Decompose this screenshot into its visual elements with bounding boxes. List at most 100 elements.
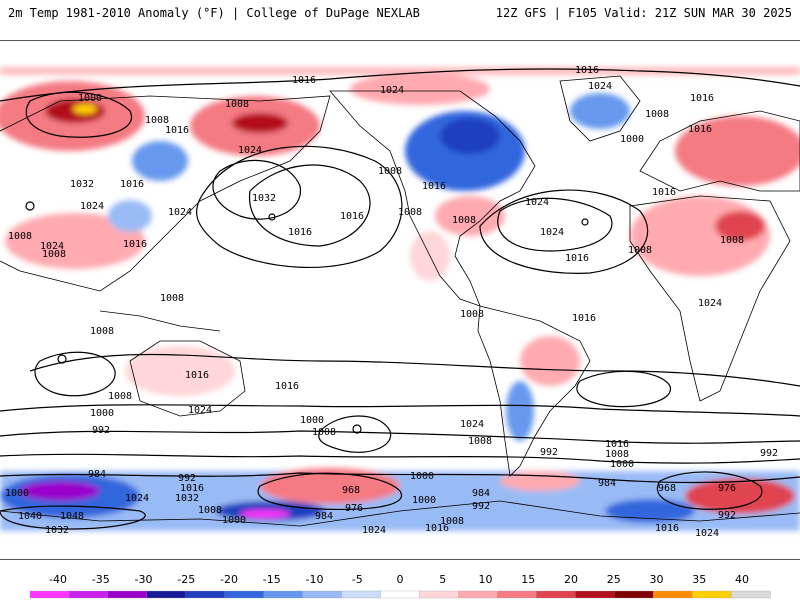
isobar-label: 1024 bbox=[698, 298, 722, 309]
isobar-label: 1008 bbox=[312, 427, 336, 438]
isobar-label: 968 bbox=[342, 485, 360, 496]
pressure-center-3 bbox=[352, 424, 362, 434]
isobar-label: 1016 bbox=[180, 483, 204, 494]
isobar-label: 1016 bbox=[422, 181, 446, 192]
isobar-label: 1008 bbox=[160, 293, 184, 304]
isobar-south-pacific bbox=[29, 353, 800, 387]
isobar-atlantic-outer bbox=[479, 189, 649, 274]
colorbar-swatch bbox=[497, 590, 537, 599]
isobar-pacific-high-outer bbox=[196, 145, 403, 268]
colorbar-swatch bbox=[536, 590, 576, 599]
isobar-label: 1008 bbox=[42, 249, 66, 260]
isobar-label: 1016 bbox=[690, 93, 714, 104]
pressure-center-2 bbox=[268, 213, 276, 221]
isobar-label: 1008 bbox=[378, 166, 402, 177]
isobar-label: 1008 bbox=[198, 505, 222, 516]
isobar-label: 992 bbox=[540, 447, 558, 458]
colorbar-swatch bbox=[263, 590, 304, 599]
hudson-bay-cold bbox=[440, 118, 500, 154]
temperature-anomaly-shading bbox=[0, 67, 800, 531]
isobar-label: 1000 bbox=[410, 471, 434, 482]
isobar-south-atlantic bbox=[576, 370, 671, 408]
isobar-label: 968 bbox=[658, 483, 676, 494]
colorbar-tick-label: -10 bbox=[306, 573, 324, 586]
europe-warm bbox=[675, 116, 800, 186]
colorbar-swatch bbox=[68, 590, 109, 599]
isobar-label: 1024 bbox=[525, 197, 549, 208]
colorbar-tick-label: 20 bbox=[564, 573, 578, 586]
colorbar-tick-label: -5 bbox=[352, 573, 363, 586]
colorbar-swatch bbox=[653, 590, 693, 599]
colorbar-swatch bbox=[302, 590, 343, 599]
isobar-label: 1000 bbox=[78, 93, 102, 104]
colorbar-canvas: -40 -35 -30 -25 -20 -15 -10 -5 0 5 10 15 20 25 30 35 40 bbox=[29, 573, 771, 599]
colorbar-swatch bbox=[730, 590, 771, 599]
isobar-south-low-3 bbox=[656, 471, 763, 510]
isobar-label: 1024 bbox=[695, 528, 719, 539]
indonesia-islands bbox=[99, 310, 221, 332]
isobar-label: 1008 bbox=[8, 231, 32, 242]
isobar-southern-3 bbox=[0, 453, 800, 464]
colorbar-swatch bbox=[341, 590, 382, 599]
isobar-label: 1008 bbox=[605, 449, 629, 460]
isobar-label: 984 bbox=[88, 469, 106, 480]
mongolia-cold bbox=[132, 141, 188, 181]
isobar-label: 1016 bbox=[655, 523, 679, 534]
isobar-label: 1000 bbox=[412, 495, 436, 506]
isobar-label: 1008 bbox=[645, 109, 669, 120]
colorbar-tick-label: -35 bbox=[92, 573, 110, 586]
isobar-label: 1024 bbox=[238, 145, 262, 156]
isobar-label: 1024 bbox=[188, 405, 212, 416]
isobar-label: 1008 bbox=[720, 235, 744, 246]
pressure-center-1 bbox=[57, 354, 67, 364]
isobar-label: 1024 bbox=[540, 227, 564, 238]
isobar-label: 1016 bbox=[120, 179, 144, 190]
isobar-label: 1024 bbox=[40, 241, 64, 252]
colorbar-swatch bbox=[107, 590, 148, 599]
us-east-warm bbox=[435, 196, 505, 236]
isobar-siberia-low bbox=[25, 91, 133, 138]
antarctica-coast bbox=[0, 500, 800, 527]
isobar-label: 1016 bbox=[575, 65, 599, 76]
isobar-east-asia-high bbox=[212, 159, 301, 220]
colorbar-swatch bbox=[691, 590, 732, 599]
asia-coast bbox=[0, 95, 331, 292]
colorbar-tick-label: 30 bbox=[650, 573, 664, 586]
map-title: 2m Temp 1981-2010 Anomaly (°F) | College… bbox=[8, 6, 420, 20]
isobar-label: 992 bbox=[760, 448, 778, 459]
colorbar-tick-label: -25 bbox=[177, 573, 195, 586]
colorbar-swatch bbox=[614, 590, 654, 599]
isobar-label: 1008 bbox=[398, 207, 422, 218]
isobar-label: 1016 bbox=[292, 75, 316, 86]
colorbar-tick-label: -20 bbox=[220, 573, 238, 586]
colorbar-swatch bbox=[380, 590, 421, 599]
isobar-label: 1016 bbox=[688, 124, 712, 135]
ross-sea-magenta bbox=[240, 510, 290, 518]
isobar-label: 1016 bbox=[288, 227, 312, 238]
colorbar-swatch bbox=[458, 590, 499, 599]
colorbar-tick-label: 0 bbox=[397, 573, 404, 586]
isobar-label: 1008 bbox=[628, 245, 652, 256]
colorbar-tick-label: -40 bbox=[49, 573, 67, 586]
isobar-label: 1024 bbox=[588, 81, 612, 92]
africa-coast bbox=[629, 195, 791, 402]
isobar-label: 992 bbox=[718, 510, 736, 521]
isobar-label: 984 bbox=[472, 488, 490, 499]
southern-ocean-cold bbox=[605, 499, 695, 523]
isobar-label: 1024 bbox=[168, 207, 192, 218]
colorbar-swatch bbox=[146, 590, 187, 599]
pressure-center-5 bbox=[25, 201, 35, 211]
isobar-southern-2 bbox=[0, 430, 800, 444]
isobar-label: 976 bbox=[718, 483, 736, 494]
colorbar-tick-label: 10 bbox=[479, 573, 493, 586]
isobar-label: 1016 bbox=[565, 253, 589, 264]
colorbar-swatch bbox=[185, 590, 226, 599]
colorbar-tick-label: -30 bbox=[135, 573, 153, 586]
anomaly-colorbar: -40 -35 -30 -25 -20 -15 -10 -5 0 5 10 15 20 25 30 35 40 bbox=[0, 566, 800, 600]
isobar-label: 1024 bbox=[460, 419, 484, 430]
colorbar-ticks: -40 -35 -30 -25 -20 -15 -10 -5 0 5 10 15 20 25 30 35 40 bbox=[49, 573, 749, 586]
isobar-label: 992 bbox=[178, 473, 196, 484]
model-valid-time: 12Z GFS | F105 Valid: 21Z SUN MAR 30 202… bbox=[495, 6, 792, 20]
isobar-label: 1024 bbox=[362, 525, 386, 536]
world-map[interactable]: 1016 1024 1016 1000 1008 1024 1016 1016 … bbox=[0, 40, 800, 560]
